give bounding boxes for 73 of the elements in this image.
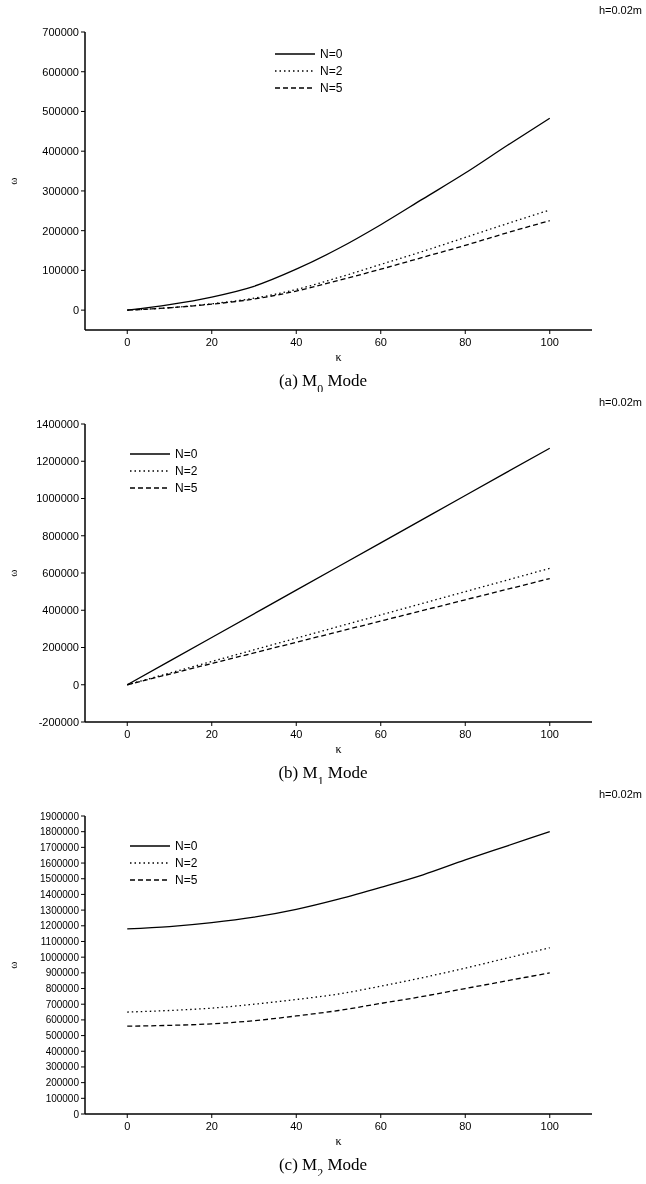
- y-tick-label: 0: [73, 1108, 80, 1120]
- y-axis-title: ω: [7, 177, 19, 185]
- text: h=0.02m: [598, 396, 642, 408]
- legend-label: N=2: [320, 64, 343, 79]
- text: h=0.02m: [598, 4, 642, 16]
- x-tick-label: 60: [374, 336, 387, 348]
- y-tick-label: 900000: [45, 967, 80, 979]
- legend-label: N=5: [175, 873, 198, 888]
- y-tick-label: 500000: [45, 1030, 80, 1042]
- y-tick-label: 100000: [45, 1092, 80, 1104]
- x-tick-label: 40: [290, 728, 303, 740]
- y-tick-label: 0: [72, 678, 79, 691]
- y-tick-label: 600000: [42, 566, 79, 579]
- x-tick-label: 100: [540, 336, 559, 348]
- x-tick-label: 60: [374, 728, 387, 740]
- y-tick-label: 1400000: [40, 888, 80, 900]
- x-tick-label: 40: [290, 336, 303, 348]
- y-tick-label: 600000: [45, 1014, 80, 1026]
- y-tick-label: 1600000: [40, 857, 80, 869]
- y-tick-label: 200000: [42, 224, 79, 237]
- x-axis-title: κ: [335, 1134, 342, 1148]
- y-tick-label: 400000: [42, 604, 79, 617]
- legend-label: N=0: [175, 839, 198, 854]
- y-tick-label: 600000: [42, 65, 79, 78]
- legend-label: N=2: [175, 856, 198, 871]
- y-tick-label: 1700000: [40, 841, 80, 853]
- y-tick-label: 1200000: [40, 920, 80, 932]
- x-axis-title: κ: [335, 742, 342, 756]
- x-tick-label: 0: [124, 1120, 131, 1132]
- x-tick-label: 0: [124, 728, 131, 740]
- x-tick-label: 100: [540, 1120, 559, 1132]
- x-tick-label: 40: [290, 1120, 303, 1132]
- y-tick-label: 1200000: [36, 455, 79, 468]
- x-tick-label: 80: [459, 336, 472, 348]
- x-tick-label: 80: [459, 1120, 472, 1132]
- y-tick-label: -200000: [38, 715, 79, 728]
- y-tick-label: 800000: [45, 983, 80, 995]
- y-tick-label: 200000: [45, 1077, 80, 1089]
- y-tick-label: 800000: [42, 529, 79, 542]
- legend-label: N=5: [320, 81, 343, 96]
- legend-label: N=0: [320, 47, 343, 62]
- y-tick-label: 300000: [45, 1061, 80, 1073]
- legend-label: N=0: [175, 447, 198, 462]
- legend-label: N=2: [175, 464, 198, 479]
- x-tick-label: 20: [205, 1120, 218, 1132]
- x-tick-label: 100: [540, 728, 559, 740]
- y-tick-label: 0: [72, 303, 79, 316]
- y-tick-label: 500000: [42, 105, 79, 118]
- y-tick-label: 1900000: [40, 810, 80, 822]
- x-tick-label: 0: [124, 336, 131, 348]
- y-tick-label: 700000: [45, 998, 80, 1010]
- x-axis-title: κ: [335, 350, 342, 364]
- x-tick-label: 20: [205, 336, 218, 348]
- y-tick-label: 1400000: [36, 417, 79, 430]
- y-tick-label: 1500000: [40, 873, 80, 885]
- x-tick-label: 80: [459, 728, 472, 740]
- y-tick-label: 1000000: [40, 951, 80, 963]
- y-axis-title: ω: [7, 569, 19, 577]
- y-axis-title: ω: [7, 961, 19, 969]
- y-tick-label: 1000000: [36, 492, 79, 505]
- y-tick-label: 400000: [45, 1045, 80, 1057]
- y-tick-label: 200000: [42, 641, 79, 654]
- y-tick-label: 300000: [42, 184, 79, 197]
- y-tick-label: 100000: [42, 264, 79, 277]
- y-tick-label: 1300000: [40, 904, 80, 916]
- y-tick-label: 400000: [42, 145, 79, 158]
- y-tick-label: 1800000: [40, 826, 80, 838]
- text: h=0.02m: [598, 788, 642, 800]
- x-tick-label: 20: [205, 728, 218, 740]
- x-tick-label: 60: [374, 1120, 387, 1132]
- legend-label: N=5: [175, 481, 198, 496]
- y-tick-label: 700000: [42, 25, 79, 38]
- y-tick-label: 1100000: [40, 935, 80, 947]
